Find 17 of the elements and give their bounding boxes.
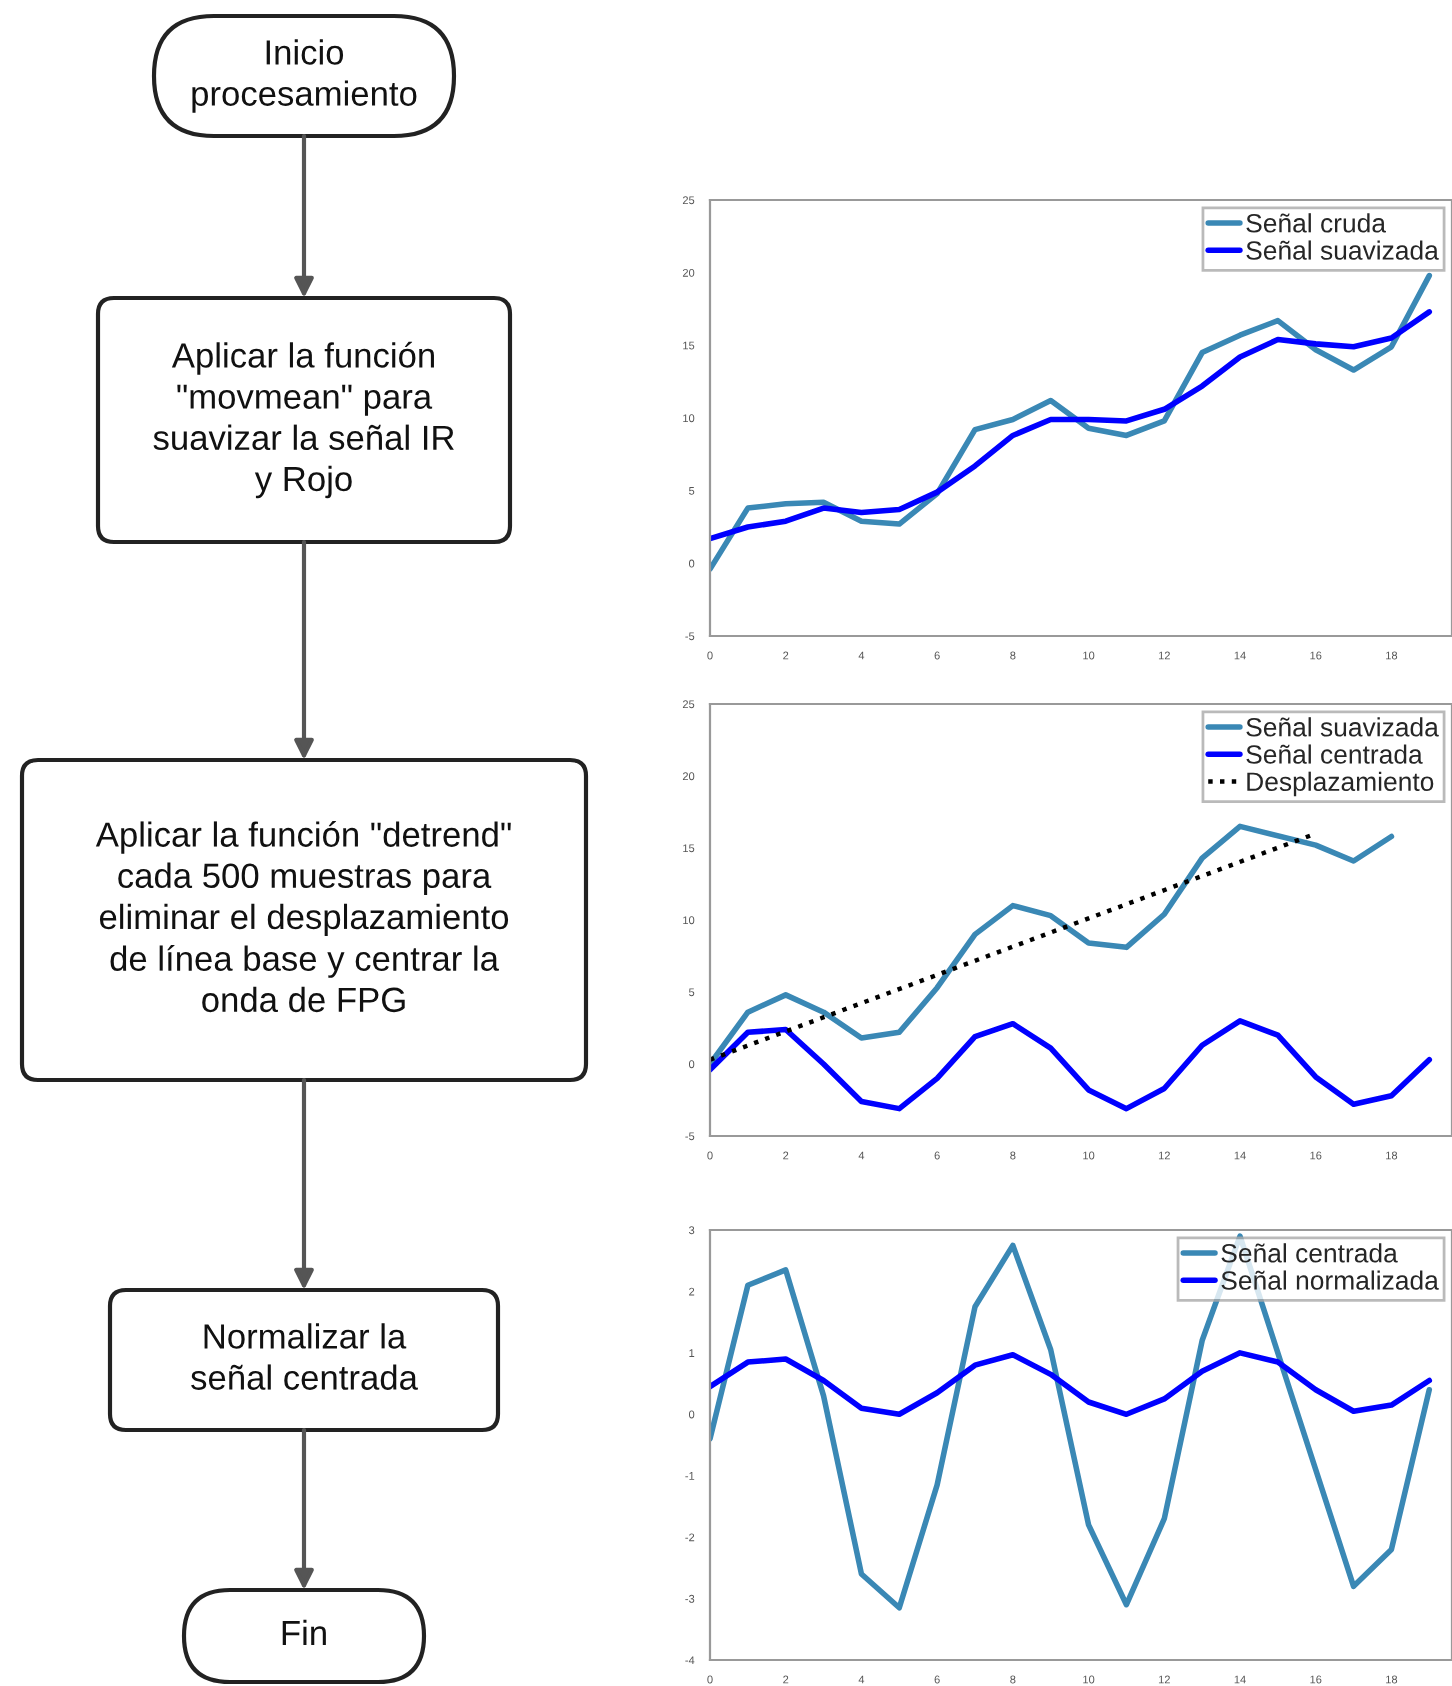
line-series bbox=[710, 272, 1433, 572]
legend-label: Señal suavizada bbox=[1246, 717, 1439, 737]
legend-label: Señal centrada bbox=[1221, 1243, 1398, 1263]
legend-label: Señal centrada bbox=[1246, 744, 1423, 764]
text: Aplicar la función "movmean" para suavizar la señal IR y Rojo bbox=[153, 341, 454, 499]
text: Aplicar la función "detrend" cada 500 muestras para eliminar el desplazamiento de línea base y centrar la onda de FPG bbox=[95, 820, 511, 1013]
legend-label: Señal normalizada bbox=[1221, 1270, 1439, 1290]
line-series bbox=[710, 1350, 1433, 1418]
line-series bbox=[710, 309, 1433, 542]
text: Fin bbox=[282, 1619, 326, 1645]
text: Inicio procesamiento bbox=[192, 39, 417, 113]
line-series bbox=[710, 1018, 1433, 1112]
line-series bbox=[710, 823, 1395, 1067]
legend-label: Desplazamiento bbox=[1247, 771, 1434, 797]
legend-label: Señal cruda bbox=[1246, 213, 1386, 233]
text: Normalizar la señal centrada bbox=[191, 1323, 418, 1390]
legend-label: Señal suavizada bbox=[1246, 240, 1439, 260]
